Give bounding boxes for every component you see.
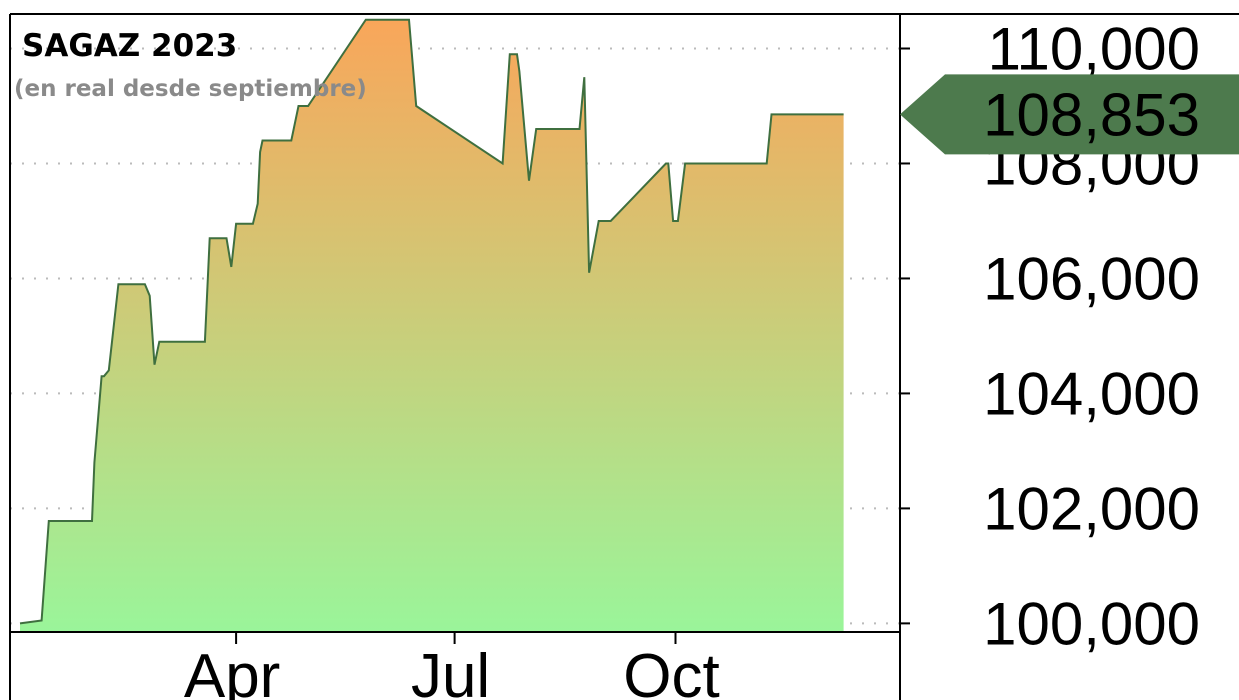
last-value-marker: 108,853 bbox=[900, 74, 1239, 155]
x-tick-label: Apr bbox=[184, 642, 280, 700]
y-tick-label: 110,000 bbox=[988, 15, 1200, 82]
series-area bbox=[20, 19, 844, 632]
last-value-label: 108,853 bbox=[983, 81, 1200, 148]
chart-subtitle: (en real desde septiembre) bbox=[14, 76, 367, 102]
x-tick-label: Oct bbox=[623, 642, 719, 700]
y-tick-label: 102,000 bbox=[983, 475, 1200, 542]
x-tick-label: Jul bbox=[411, 642, 490, 700]
x-axis: Apr Jul Oct bbox=[184, 632, 720, 700]
y-tick-label: 106,000 bbox=[983, 245, 1200, 312]
y-axis: 100,000102,000104,000106,000108,000110,0… bbox=[900, 15, 1200, 657]
y-tick-label: 104,000 bbox=[983, 360, 1200, 427]
chart-title: SAGAZ 2023 bbox=[22, 28, 237, 64]
last-value-arrow bbox=[900, 74, 1239, 155]
y-tick-label: 100,000 bbox=[983, 590, 1200, 657]
series-line bbox=[19, 18, 844, 625]
